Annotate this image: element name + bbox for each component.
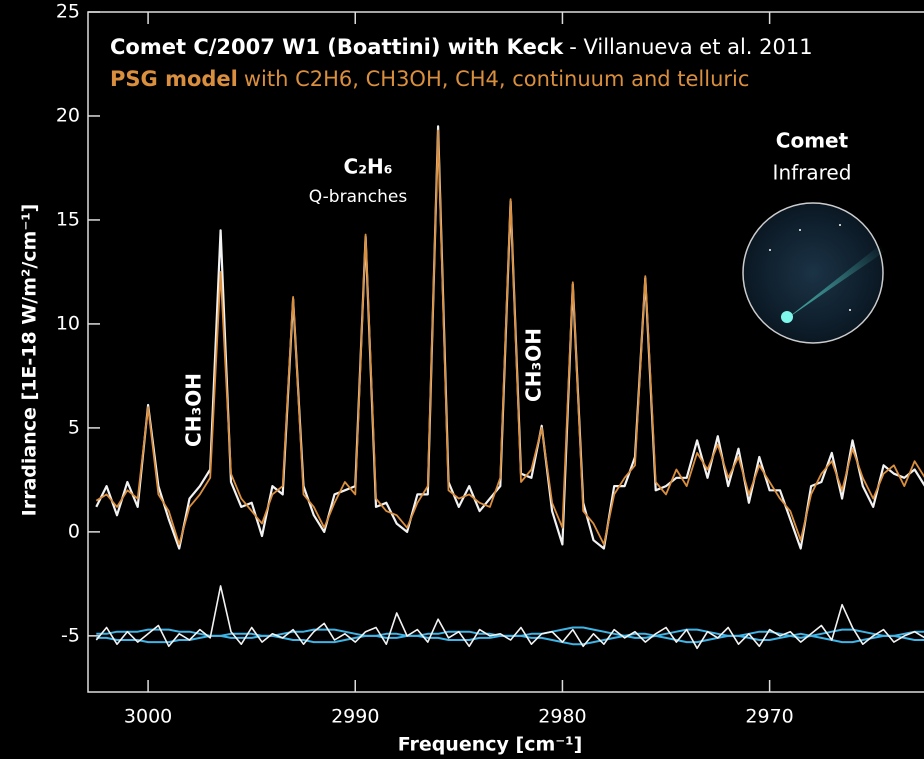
x-axis-label: Frequency [cm⁻¹] — [398, 734, 583, 756]
plot-frame — [87, 11, 924, 693]
y-tick-label: 10 — [56, 312, 80, 334]
spectrum-line — [95, 585, 924, 650]
title-credit: - Villanueva et al. 2011 — [569, 35, 812, 59]
annotation: C₂H₆ — [344, 155, 393, 179]
subtitle-detail: with C2H6, CH3OH, CH4, continuum and tel… — [244, 67, 750, 91]
spectrum-line — [95, 129, 924, 546]
comet-image — [742, 202, 884, 344]
annotation: CH₃OH — [182, 373, 206, 447]
x-tick-label: 2970 — [745, 706, 793, 728]
y-axis-label: Irradiance [1E-18 W/m²/cm⁻¹] — [19, 204, 41, 517]
annotation: Comet — [776, 129, 849, 153]
x-tick-label: 2980 — [538, 706, 586, 728]
spectrum-line — [96, 632, 924, 646]
annotation: CH₃OH — [522, 328, 546, 402]
y-tick-label: 5 — [68, 416, 80, 438]
chart-title: Comet C/2007 W1 (Boattini) with Keck - Vi… — [110, 35, 813, 59]
y-tick-label: 25 — [56, 1, 80, 23]
annotation: Infrared — [773, 161, 852, 185]
x-tick-label: 3000 — [124, 706, 172, 728]
subtitle-model: PSG model — [110, 67, 238, 91]
y-tick-label: 15 — [56, 208, 80, 230]
x-tick-label: 2990 — [331, 706, 379, 728]
y-tick-label: 20 — [56, 104, 80, 126]
chart-subtitle: PSG model with C2H6, CH3OH, CH4, continuu… — [110, 67, 749, 91]
annotation: Q-branches — [309, 187, 408, 207]
y-tick-label: 0 — [68, 520, 80, 542]
title-main: Comet C/2007 W1 (Boattini) with Keck — [110, 35, 564, 59]
y-tick-label: -5 — [61, 624, 80, 646]
